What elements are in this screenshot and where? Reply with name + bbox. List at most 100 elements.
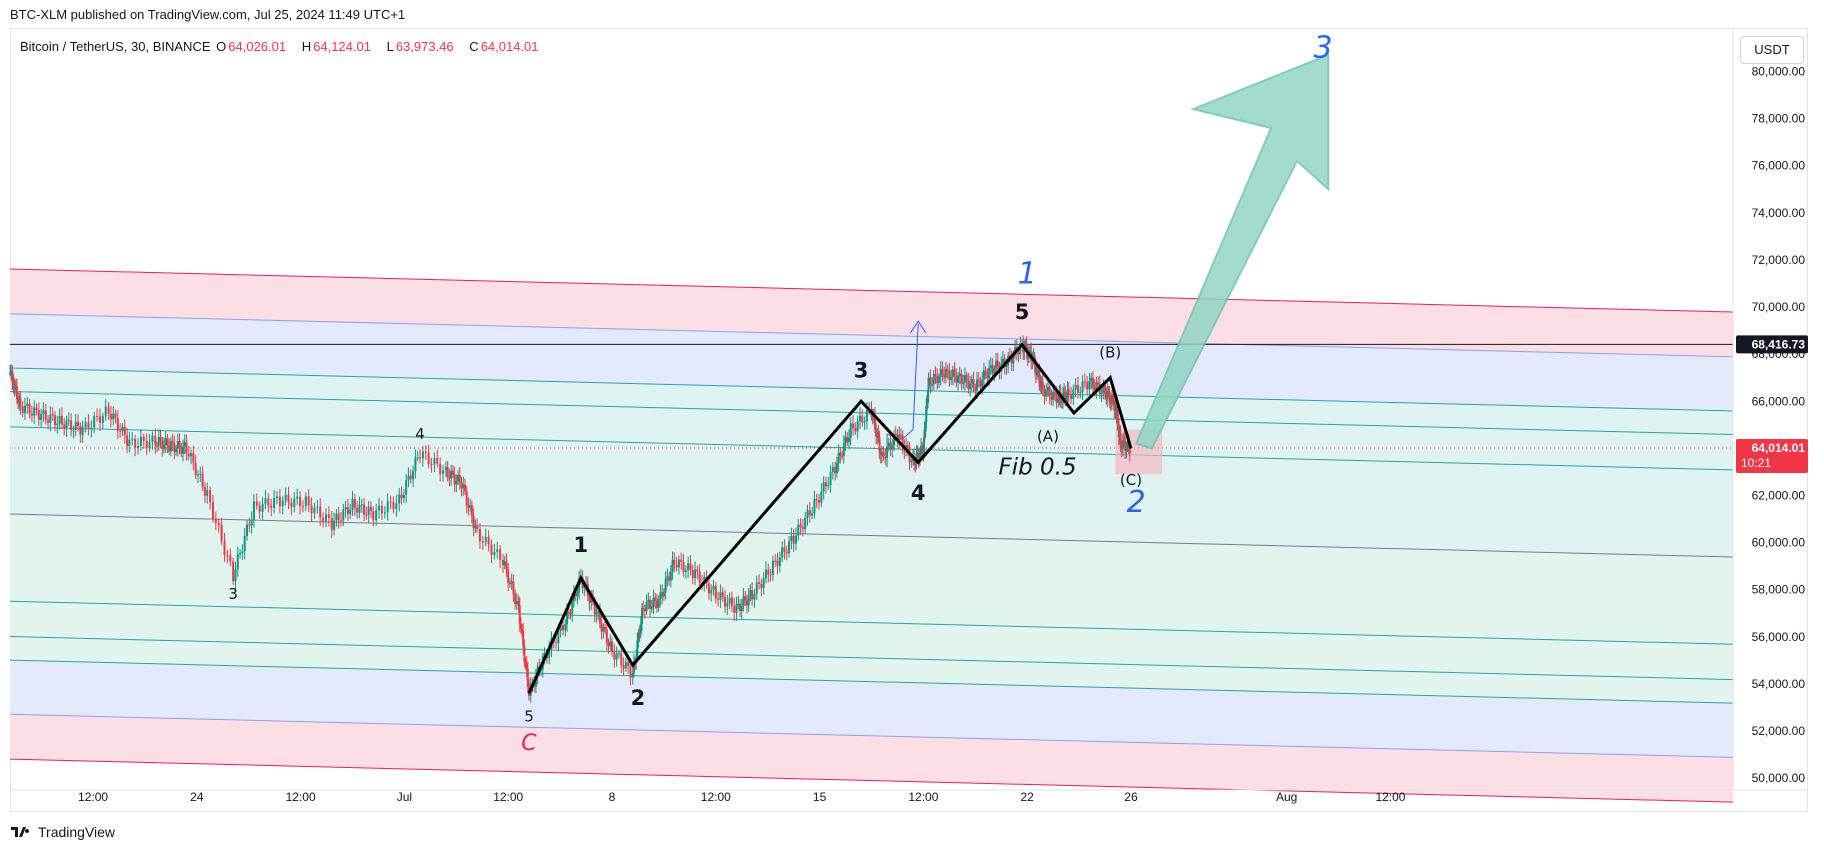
- price-candle-body: [1110, 395, 1113, 403]
- price-candle-body: [783, 547, 786, 552]
- price-candle-body: [142, 436, 145, 441]
- price-candle-body: [412, 471, 415, 480]
- price-candle-body: [104, 406, 107, 417]
- price-candle-body: [617, 653, 620, 655]
- price-candle-body: [666, 576, 669, 579]
- price-candle-body: [1100, 392, 1103, 394]
- price-candle-body: [1076, 384, 1079, 393]
- price-candle-body: [98, 416, 101, 423]
- price-candle-body: [126, 435, 129, 447]
- price-candle-body: [982, 370, 985, 380]
- price-candle-body: [597, 611, 600, 614]
- price-candle-body: [383, 512, 386, 514]
- price-candle-body: [839, 452, 842, 457]
- price-candle-body: [682, 561, 685, 573]
- price-candle-body: [920, 445, 923, 456]
- price-candle-body: [444, 466, 447, 471]
- wave-label: (A): [1037, 427, 1059, 445]
- price-candle-body: [969, 383, 972, 390]
- price-candle-body: [192, 453, 195, 463]
- price-candle-body: [472, 516, 475, 529]
- price-candle-body: [261, 504, 264, 512]
- price-candle-body: [884, 457, 887, 459]
- price-candle-body: [730, 597, 733, 607]
- price-candle-body: [72, 429, 75, 431]
- price-candle-body: [878, 438, 881, 453]
- price-candle-body: [245, 524, 248, 536]
- tradingview-footer[interactable]: TradingView: [10, 824, 115, 840]
- price-candle-body: [951, 369, 954, 378]
- price-candle-body: [899, 434, 902, 436]
- price-candle-body: [512, 581, 515, 594]
- regression-channel-zones: [10, 269, 1733, 803]
- price-candle-body: [921, 445, 924, 450]
- price-candle-body: [53, 415, 56, 426]
- price-candle-body: [1037, 370, 1040, 372]
- price-candle-body: [1026, 352, 1029, 359]
- price-tick-label: 74,000.00: [1752, 206, 1806, 220]
- price-candle-body: [918, 455, 921, 460]
- price-candle-body: [23, 405, 26, 413]
- price-candle-body: [330, 518, 333, 530]
- price-candle-body: [1052, 391, 1055, 400]
- price-candle-body: [1024, 343, 1027, 349]
- price-candle-body: [515, 600, 518, 605]
- price-candle-body: [427, 452, 430, 465]
- price-candle-body: [1124, 441, 1127, 452]
- price-candle-body: [643, 608, 646, 612]
- price-candle-body: [632, 661, 635, 674]
- price-candle-body: [557, 630, 560, 644]
- price-candle-body: [307, 496, 310, 506]
- price-candle-body: [196, 474, 199, 476]
- time-tick-label: 15: [813, 790, 827, 804]
- price-candle-body: [299, 496, 302, 507]
- price-candle-body: [950, 377, 953, 381]
- time-tick-label: 12:00: [1375, 790, 1405, 804]
- price-candle-body: [613, 651, 616, 660]
- wave-label: 4: [415, 425, 425, 443]
- price-candle-body: [424, 451, 427, 453]
- price-candle-body: [781, 547, 784, 558]
- price-candle-body: [499, 549, 502, 561]
- price-candle-body: [145, 440, 148, 449]
- price-candle-body: [917, 452, 920, 460]
- price-candle-body: [913, 456, 916, 465]
- price-candle-body: [1114, 403, 1117, 411]
- price-candle-body: [764, 569, 767, 579]
- price-candle-body: [278, 496, 281, 507]
- price-candle-body: [758, 582, 761, 584]
- price-candle-body: [123, 426, 126, 436]
- time-tick-label: 12:00: [701, 790, 731, 804]
- price-candle-body: [827, 485, 830, 487]
- price-candle-body: [622, 665, 625, 669]
- price-candle-body: [1090, 377, 1093, 381]
- price-candle-body: [856, 421, 859, 432]
- price-candle-body: [925, 406, 928, 423]
- price-tick-label: 78,000.00: [1752, 112, 1806, 126]
- price-candle-body: [107, 406, 110, 414]
- price-candle-body: [882, 451, 885, 458]
- price-candle-body: [792, 535, 795, 544]
- price-candle-body: [131, 439, 134, 441]
- symbol-legend[interactable]: Bitcoin / TetherUS, 30, BINANCE O 64,026.…: [20, 39, 551, 54]
- price-candle-body: [733, 606, 736, 613]
- price-candle-body: [908, 450, 911, 462]
- price-candle-body: [26, 403, 29, 406]
- price-candle-body: [854, 428, 857, 432]
- price-candle-body: [465, 491, 468, 506]
- zone-lower-mid: [10, 660, 1733, 758]
- price-candle-body: [236, 554, 239, 570]
- price-candle-body: [776, 561, 779, 566]
- wave-label: 1: [1018, 256, 1037, 291]
- channel-line-upper-blue: [9, 313, 1734, 358]
- price-candle-body: [287, 494, 290, 503]
- currency-button[interactable]: USDT: [1740, 36, 1804, 64]
- countdown-label: 10:21: [1741, 456, 1771, 470]
- price-candle-body: [65, 420, 68, 429]
- price-tick-label: 70,000.00: [1752, 300, 1806, 314]
- price-candle-body: [561, 624, 564, 631]
- channel-line-lower-teal-3: [9, 600, 1734, 645]
- price-candle-body: [1095, 382, 1098, 391]
- price-candle-body: [927, 377, 930, 390]
